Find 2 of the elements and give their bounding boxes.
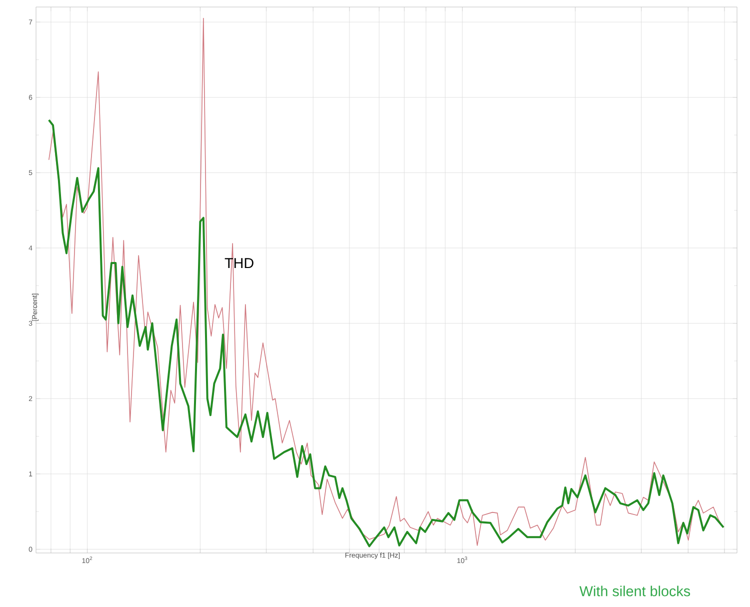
- text: With silent blocks: [579, 586, 690, 596]
- text: THD: [224, 258, 254, 268]
